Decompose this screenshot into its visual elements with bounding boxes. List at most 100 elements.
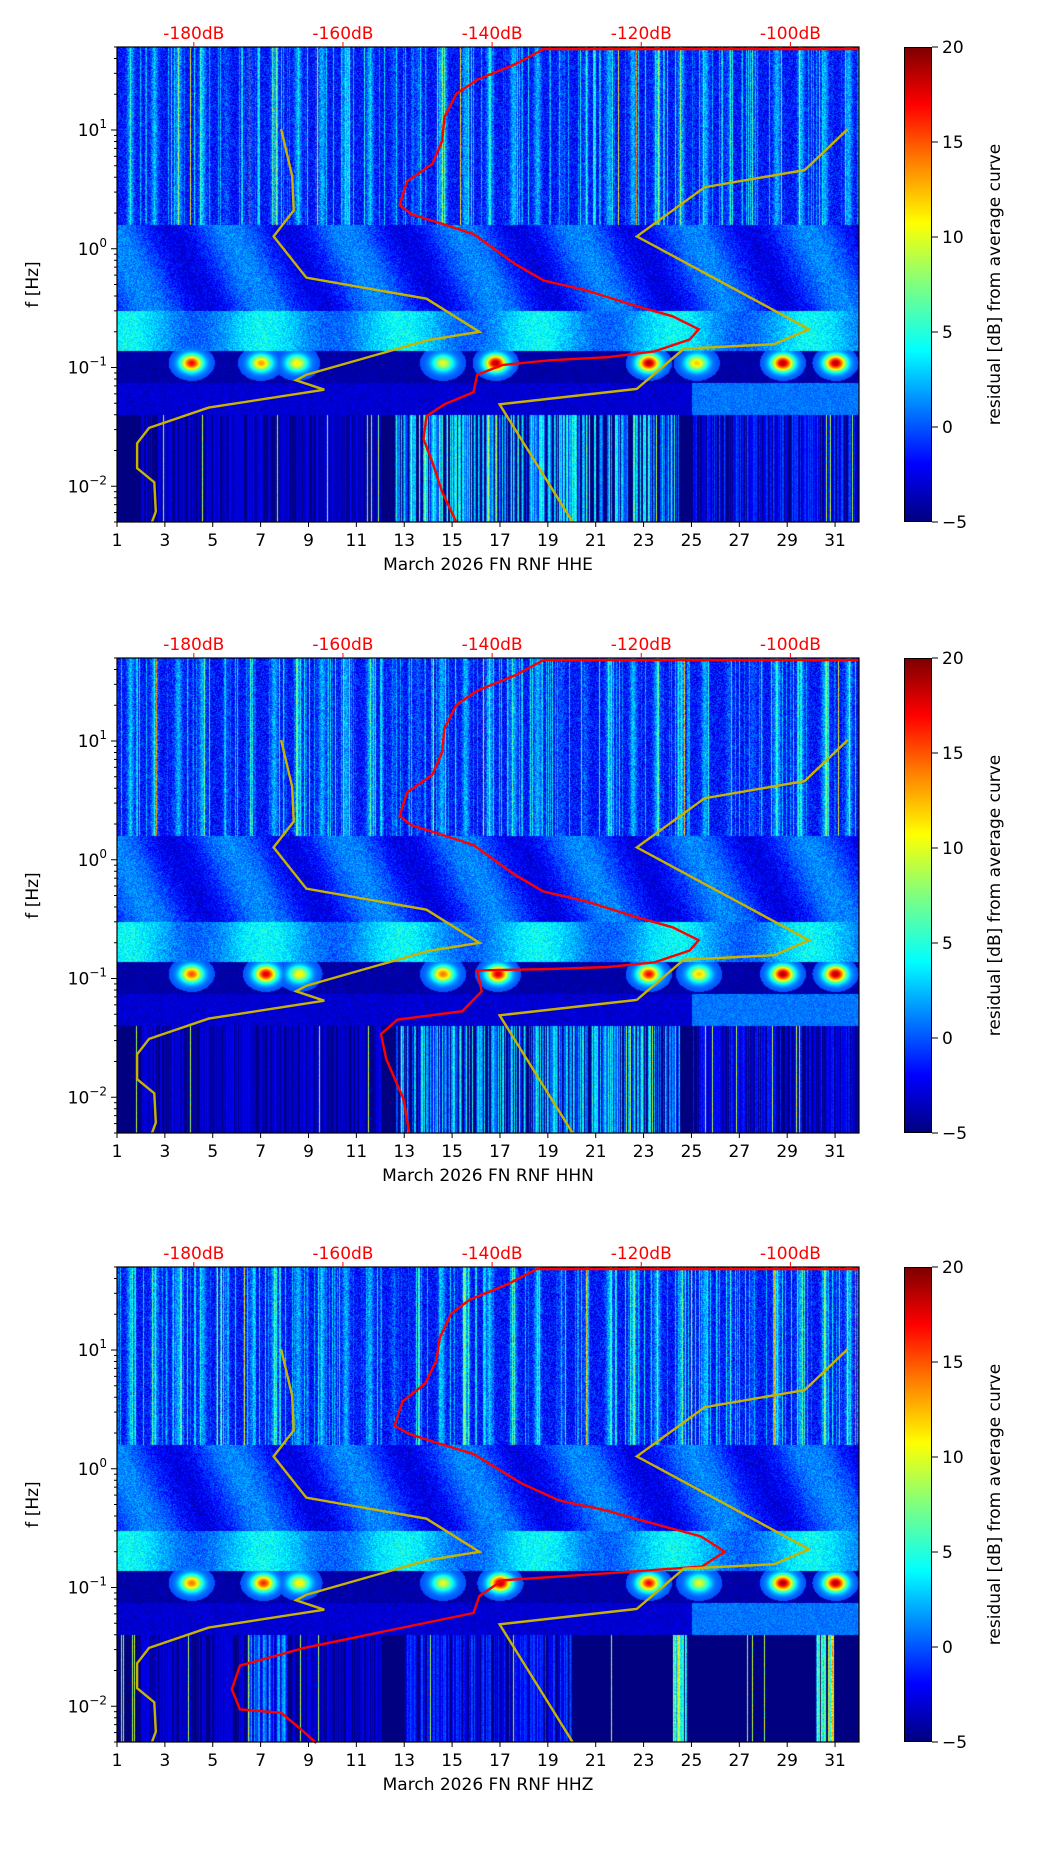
x-tick-label: 29 [776,1751,798,1771]
x-tick-label: 29 [776,1142,798,1162]
axes-frame [116,46,860,523]
x-tick-label: 27 [729,1751,751,1771]
x-tick-label: 19 [537,1751,559,1771]
colorbar-tick-label: 5 [942,323,953,343]
x-tick-label: 3 [159,1142,170,1162]
colorbar-tick-label: 10 [942,1448,964,1468]
top-tick-label: -140dB [462,1244,523,1264]
y-tick-base: 10 [68,359,90,379]
y-tick-label: 100 [78,236,107,260]
y-tick-base: 10 [78,240,100,260]
top-tick-label: -180dB [163,1244,224,1264]
colorbar [904,658,932,1133]
y-tick-exp: −2 [89,1084,107,1098]
x-tick-label: 17 [489,531,511,551]
colorbar-tick-label: 20 [942,1258,964,1278]
colorbar-tick-label: 20 [942,38,964,58]
x-tick-label: 15 [441,531,463,551]
y-axis-label: f [Hz] [23,261,43,307]
x-tick-label: 11 [346,1751,368,1771]
y-axis-label: f [Hz] [23,1481,43,1527]
y-tick-base: 10 [78,851,100,871]
y-tick-base: 10 [68,1088,90,1108]
colorbar-tick-label: 10 [942,839,964,859]
x-tick-label: 25 [681,1751,703,1771]
top-tick-label: -140dB [462,635,523,655]
x-tick-label: 31 [824,531,846,551]
axes-overlay: 1 3 5 7 9 11 13 15 17 19 21 23 25 27 29 3110−210−110010… [23,1244,1005,1795]
x-tick-label: 19 [537,1142,559,1162]
y-tick-base: 10 [68,1697,90,1717]
x-axis-label: March 2026 FN RNF HHN [382,1166,594,1186]
y-tick-exp: −1 [89,966,107,980]
y-tick-exp: 0 [99,847,107,861]
axes-overlay: 1 3 5 7 9 11 13 15 17 19 21 23 25 27 29 3110−210−110010… [23,24,1005,575]
x-tick-label: 19 [537,531,559,551]
x-tick-label: 17 [489,1751,511,1771]
colorbar-label: residual [dB] from average curve [985,1364,1005,1645]
colorbar [904,1267,932,1742]
spectrogram-heatmap [117,47,859,522]
y-tick-exp: −2 [89,1693,107,1707]
y-tick-label: 101 [78,1337,107,1361]
y-tick-exp: 1 [99,117,107,131]
y-tick-base: 10 [78,121,100,141]
series-line-nhnm [497,128,849,523]
colorbar-tick-label: 0 [942,418,953,438]
series-line-nhnm [497,739,849,1134]
x-tick-label: 29 [776,531,798,551]
y-tick-base: 10 [78,732,100,752]
colorbar-tick-label: −5 [942,513,967,533]
axes-frame [116,657,860,1134]
x-tick-label: 25 [681,531,703,551]
top-tick-label: -120dB [611,1244,672,1264]
y-tick-base: 10 [78,1341,100,1361]
y-tick-label: 10−1 [68,1575,107,1599]
x-tick-label: 15 [441,1142,463,1162]
y-tick-label: 10−2 [68,1693,107,1717]
top-tick-label: -100dB [760,1244,821,1264]
y-tick-label: 101 [78,117,107,141]
top-tick-label: -160dB [312,24,373,44]
top-tick-label: -100dB [760,24,821,44]
x-tick-label: 21 [585,531,607,551]
x-tick-label: 1 [112,1751,123,1771]
x-tick-label: 23 [633,1751,655,1771]
colorbar [904,47,932,522]
y-tick-exp: 1 [99,728,107,742]
x-tick-label: 7 [255,531,266,551]
colorbar-label: residual [dB] from average curve [985,755,1005,1036]
spectrogram-heatmap [117,658,859,1133]
colorbar-tick-label: 0 [942,1638,953,1658]
series-line-nlnm [135,1348,483,1743]
x-tick-label: 7 [255,1751,266,1771]
y-tick-label: 10−2 [68,473,107,497]
x-tick-label: 27 [729,531,751,551]
y-tick-label: 10−2 [68,1084,107,1108]
x-tick-label: 13 [393,531,415,551]
colorbar-tick-label: 10 [942,228,964,248]
y-tick-exp: −1 [89,355,107,369]
colorbar-tick-label: 5 [942,934,953,954]
x-tick-label: 1 [112,531,123,551]
x-tick-label: 5 [207,531,218,551]
x-tick-label: 1 [112,1142,123,1162]
axes-overlay: 1 3 5 7 9 11 13 15 17 19 21 23 25 27 29 3110−210−110010… [23,635,1005,1186]
x-tick-label: 31 [824,1142,846,1162]
x-tick-label: 17 [489,1142,511,1162]
x-tick-label: 21 [585,1751,607,1771]
top-tick-label: -120dB [611,635,672,655]
y-tick-exp: 0 [99,236,107,250]
series-line-nlnm [135,128,483,523]
series-line-mean-psd [379,658,859,1134]
colorbar-tick-label: 15 [942,1353,964,1373]
x-tick-label: 13 [393,1751,415,1771]
x-tick-label: 23 [633,1142,655,1162]
x-tick-label: 9 [303,1142,314,1162]
series-line-nhnm [497,1348,849,1743]
y-tick-label: 100 [78,847,107,871]
x-tick-label: 31 [824,1751,846,1771]
x-tick-label: 3 [159,531,170,551]
x-tick-label: 25 [681,1142,703,1162]
series-line-nlnm [135,739,483,1134]
